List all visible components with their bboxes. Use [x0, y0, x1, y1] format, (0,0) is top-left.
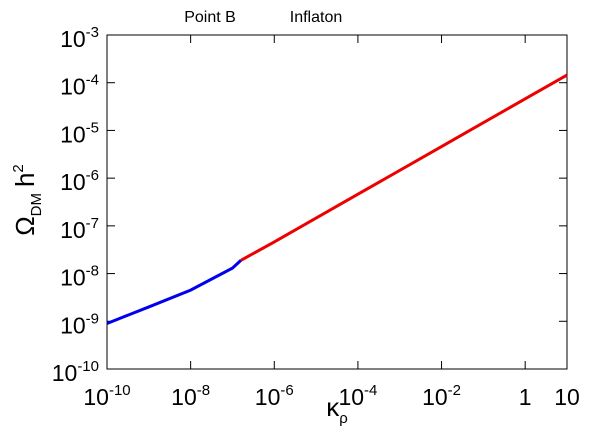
tick-exponent: -7	[86, 215, 99, 232]
tick-base: 10	[52, 360, 78, 386]
tick-exponent: -10	[77, 358, 99, 375]
data-line	[240, 73, 568, 262]
tick-exponent: -6	[86, 167, 99, 184]
tick-base: 10	[60, 217, 86, 243]
tick-exponent: -2	[448, 382, 461, 399]
y-title-text: h	[10, 173, 40, 187]
tick-exponent: -3	[86, 24, 99, 41]
tick-exponent: -9	[86, 310, 99, 327]
legend-label: Point B	[184, 9, 236, 26]
y-axis-title: ΩDM h2	[10, 164, 45, 236]
tick-base: 10	[60, 312, 86, 338]
tick-exponent: -5	[86, 119, 99, 136]
x-tick-label: 1	[519, 384, 532, 410]
y-tick-label: 10-8	[60, 263, 99, 291]
y-tick-label: 10-9	[60, 310, 99, 338]
y-title-subscript: DM	[28, 193, 45, 216]
tick-exponent: -4	[364, 382, 377, 399]
tick-exponent: -8	[197, 382, 210, 399]
tick-base: 10	[171, 384, 197, 410]
x-tick-label: 10-6	[255, 382, 294, 410]
y-tick-label: 10-6	[60, 167, 99, 195]
data-line	[106, 259, 243, 325]
tick-base: 10	[255, 384, 281, 410]
tick-base: 10	[60, 121, 86, 147]
tick-base: 10	[60, 74, 86, 100]
tick-base: 10	[83, 384, 109, 410]
x-tick-label: 10-8	[171, 382, 210, 410]
x-title-subscript: ρ	[339, 410, 348, 427]
tick-base: 10	[60, 169, 86, 195]
x-axis-title: κρ	[326, 392, 348, 427]
tick-exponent: -6	[280, 382, 293, 399]
x-tick-label: 10-2	[422, 382, 461, 410]
y-tick-label: 10-5	[60, 119, 99, 147]
x-tick-label: 10-10	[83, 382, 130, 410]
tick-exponent: -4	[86, 72, 99, 89]
tick-base: 10	[60, 265, 86, 291]
tick-base: 10	[60, 26, 86, 52]
tick-exponent: -8	[86, 263, 99, 280]
y-tick-label: 10-3	[60, 24, 99, 52]
y-title-superscript: 2	[10, 164, 27, 172]
y-tick-label: 10-10	[52, 358, 99, 386]
tick-base: 10	[338, 384, 364, 410]
tick-base: 10	[422, 384, 448, 410]
y-tick-label: 10-7	[60, 215, 99, 243]
y-tick-label: 10-4	[60, 72, 99, 100]
legend-label: Inflaton	[290, 9, 342, 26]
x-tick-label: 10-4	[338, 382, 377, 410]
y-title-symbol: Ω	[10, 216, 40, 235]
x-tick-label: 10	[554, 384, 580, 410]
x-title-symbol: κ	[326, 392, 340, 422]
plot-frame	[106, 34, 568, 370]
tick-exponent: -10	[109, 382, 131, 399]
